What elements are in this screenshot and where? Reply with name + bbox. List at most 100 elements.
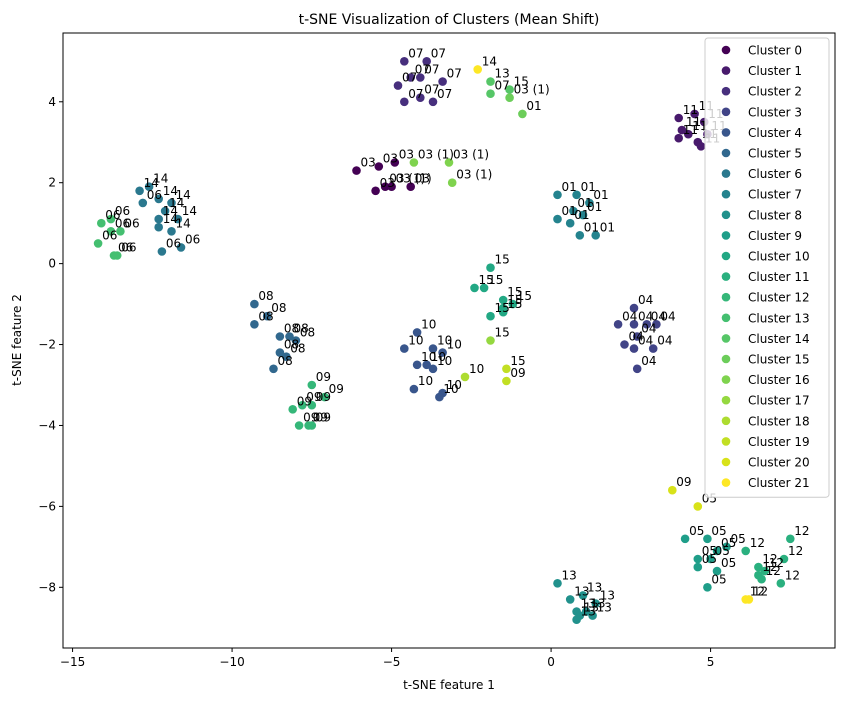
data-point — [387, 182, 396, 191]
data-point — [275, 348, 285, 357]
data-point — [613, 320, 623, 329]
legend-label: Cluster 15 — [748, 353, 810, 367]
point-label: 01 — [593, 188, 608, 202]
x-tick-label: 0 — [547, 655, 555, 669]
point-label: 14 — [182, 204, 197, 218]
data-point — [154, 214, 163, 224]
legend-marker — [721, 457, 731, 467]
data-point — [412, 360, 422, 370]
data-point — [298, 400, 307, 410]
y-tick-label: −8 — [38, 580, 56, 594]
y-axis-label: t-SNE feature 2 — [10, 294, 24, 386]
data-point — [106, 214, 116, 224]
point-label: 13 — [587, 580, 602, 594]
point-label: 03 — [415, 172, 430, 186]
point-label: 06 — [115, 216, 130, 230]
point-label: 13 — [581, 597, 596, 611]
data-point — [693, 562, 703, 572]
legend-label: Cluster 0 — [748, 44, 802, 58]
data-point — [585, 198, 594, 208]
legend-label: Cluster 14 — [748, 332, 810, 346]
point-label: 15 — [488, 273, 503, 287]
point-label: 07 — [408, 87, 423, 101]
data-point — [291, 336, 301, 345]
point-label: 03 — [361, 156, 376, 170]
legend-marker — [721, 272, 731, 281]
legend-label: Cluster 21 — [748, 476, 810, 490]
point-label: 08 — [300, 326, 315, 340]
y-tick-label: −4 — [38, 418, 56, 432]
point-label: 13 — [574, 584, 589, 598]
point-label: 14 — [144, 176, 159, 190]
point-label: 01 — [574, 208, 589, 222]
data-point — [390, 158, 400, 167]
point-label: 05 — [721, 536, 736, 550]
point-label: 10 — [469, 362, 484, 376]
point-label: 15 — [514, 75, 529, 89]
legend-marker — [721, 210, 731, 220]
legend-box — [704, 37, 830, 498]
data-point — [428, 344, 438, 353]
point-label: 07 — [447, 67, 462, 81]
point-label: 04 — [638, 334, 653, 348]
point-label: 05 — [711, 524, 726, 538]
data-point — [632, 364, 642, 374]
data-point — [757, 574, 766, 584]
data-point — [380, 182, 390, 191]
point-label: 04 — [622, 309, 637, 323]
point-label: 04 — [638, 309, 653, 323]
data-point — [116, 227, 125, 236]
point-label: 11 — [683, 103, 698, 117]
y-tick-label: −2 — [38, 338, 56, 352]
point-label: 14 — [153, 172, 168, 186]
data-point — [416, 93, 425, 102]
data-point — [565, 218, 575, 228]
point-label: 15 — [517, 289, 532, 303]
plot-frame — [62, 32, 836, 649]
chart-title: t-SNE Visualization of Clusters (Mean Sh… — [299, 12, 600, 28]
point-label: 05 — [702, 552, 717, 566]
data-point — [135, 186, 144, 196]
point-label: 06 — [185, 232, 200, 246]
point-label: 13 — [590, 597, 605, 611]
legend-marker — [721, 313, 731, 323]
point-label: 08 — [290, 342, 305, 356]
point-label: 06 — [147, 188, 162, 202]
data-point — [693, 502, 703, 511]
point-label: 12 — [762, 560, 777, 574]
point-label: 04 — [641, 322, 656, 336]
point-label: 14 — [169, 196, 184, 210]
data-point — [674, 113, 683, 123]
point-label: 06 — [105, 208, 120, 222]
data-point — [438, 77, 447, 86]
legend-label: Cluster 17 — [748, 394, 810, 408]
data-point — [307, 380, 317, 390]
point-label: 01 — [584, 220, 599, 234]
point-label: 09 — [303, 411, 318, 425]
legend-marker — [721, 251, 731, 261]
data-point — [498, 295, 508, 305]
point-label: 10 — [421, 317, 436, 331]
y-tick-label: 2 — [48, 176, 56, 190]
point-label: 03 (1) — [514, 83, 550, 97]
point-label: 05 — [715, 544, 730, 558]
point-label: 03 (1) — [396, 172, 432, 186]
data-point — [406, 182, 416, 191]
point-label: 04 — [641, 354, 656, 368]
data-point — [486, 263, 495, 273]
point-label: 06 — [102, 228, 117, 242]
data-point — [779, 554, 789, 564]
legend-marker — [721, 128, 731, 137]
point-label: 10 — [443, 382, 458, 396]
point-label: 09 — [313, 411, 328, 425]
data-point — [776, 579, 786, 588]
point-label: 15 — [507, 297, 522, 311]
point-label: 05 — [711, 572, 726, 586]
data-point — [578, 210, 588, 220]
point-label: 10 — [447, 338, 462, 352]
point-label: 09 — [316, 370, 331, 384]
legend-marker — [721, 375, 731, 384]
point-label: 10 — [437, 334, 452, 348]
data-point — [97, 218, 106, 228]
data-point — [371, 186, 380, 196]
